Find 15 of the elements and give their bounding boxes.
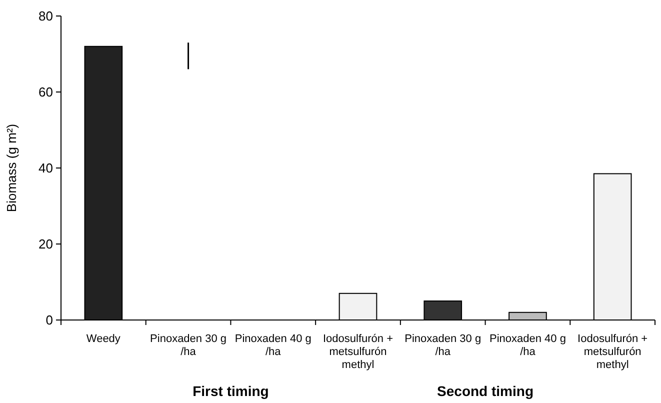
- y-tick-label: 20: [38, 236, 53, 252]
- y-axis-title: Biomass (g m²): [4, 124, 19, 212]
- text: First timing: [192, 383, 269, 399]
- x-tick-label: Weedy: [86, 333, 121, 345]
- y-tick-label: 40: [38, 160, 53, 176]
- y-tick-label: 0: [46, 312, 53, 328]
- y-tick-label: 60: [38, 84, 53, 100]
- text: Second timing: [437, 383, 534, 399]
- x-tick-label: Iodosulfurón + metsulfurón methyl: [578, 333, 648, 371]
- x-tick-label: Pinoxaden 40 g /ha: [489, 333, 566, 358]
- x-tick-label: Iodosulfurón + metsulfurón methyl: [322, 333, 394, 371]
- x-tick-label: Pinoxaden 30 g /ha: [404, 333, 482, 358]
- x-tick-label: Pinoxaden 40 g /ha: [234, 333, 312, 358]
- y-tick-label: 80: [38, 8, 53, 24]
- x-tick-label: Pinoxaden 30 g /ha: [150, 333, 227, 358]
